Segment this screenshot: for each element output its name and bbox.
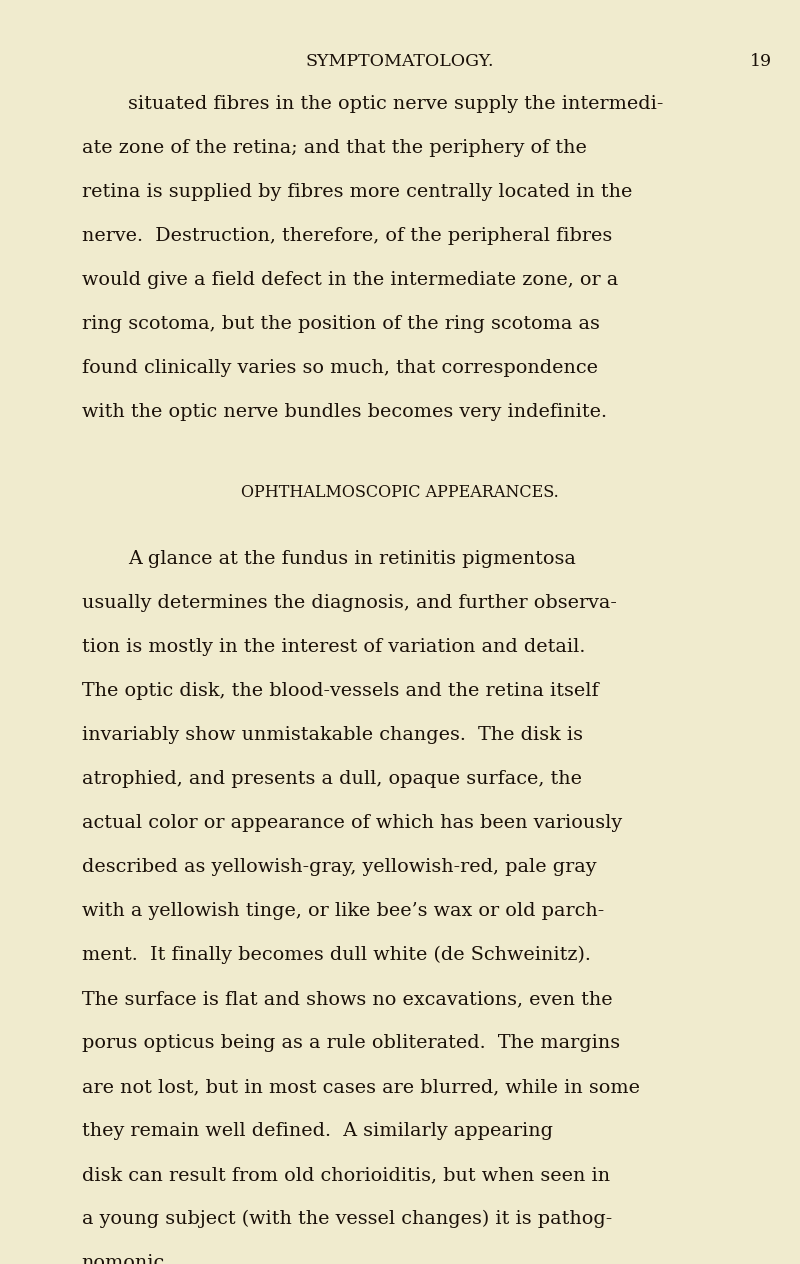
Text: A glance at the fundus in retinitis pigmentosa: A glance at the fundus in retinitis pigm… [128, 550, 576, 568]
Text: described as yellowish-gray, yellowish-red, pale gray: described as yellowish-gray, yellowish-r… [82, 858, 596, 876]
Text: situated fibres in the optic nerve supply the intermedi-: situated fibres in the optic nerve suppl… [128, 95, 663, 112]
Text: would give a field defect in the intermediate zone, or a: would give a field defect in the interme… [82, 270, 618, 288]
Text: 19: 19 [750, 53, 772, 70]
Text: nerve.  Destruction, therefore, of the peripheral fibres: nerve. Destruction, therefore, of the pe… [82, 226, 612, 245]
Text: invariably show unmistakable changes.  The disk is: invariably show unmistakable changes. Th… [82, 726, 582, 744]
Text: atrophied, and presents a dull, opaque surface, the: atrophied, and presents a dull, opaque s… [82, 770, 582, 787]
Text: ring scotoma, but the position of the ring scotoma as: ring scotoma, but the position of the ri… [82, 315, 599, 332]
Text: The optic disk, the blood-vessels and the retina itself: The optic disk, the blood-vessels and th… [82, 683, 598, 700]
Text: are not lost, but in most cases are blurred, while in some: are not lost, but in most cases are blur… [82, 1078, 640, 1096]
Text: SYMPTOMATOLOGY.: SYMPTOMATOLOGY. [306, 53, 494, 70]
Text: they remain well defined.  A similarly appearing: they remain well defined. A similarly ap… [82, 1122, 553, 1140]
Text: with the optic nerve bundles becomes very indefinite.: with the optic nerve bundles becomes ver… [82, 403, 606, 421]
Text: usually determines the diagnosis, and further observa-: usually determines the diagnosis, and fu… [82, 594, 617, 612]
Text: ment.  It finally becomes dull white (de Schweinitz).: ment. It finally becomes dull white (de … [82, 945, 590, 964]
Text: ate zone of the retina; and that the periphery of the: ate zone of the retina; and that the per… [82, 139, 586, 157]
Text: The surface is flat and shows no excavations, even the: The surface is flat and shows no excavat… [82, 990, 612, 1007]
Text: tion is mostly in the interest of variation and detail.: tion is mostly in the interest of variat… [82, 638, 585, 656]
Text: disk can result from old chorioiditis, but when seen in: disk can result from old chorioiditis, b… [82, 1165, 610, 1184]
Text: a young subject (with the vessel changes) it is pathog-: a young subject (with the vessel changes… [82, 1210, 612, 1229]
Text: found clinically varies so much, that correspondence: found clinically varies so much, that co… [82, 359, 598, 377]
Text: nomonic.: nomonic. [82, 1254, 171, 1264]
Text: retina is supplied by fibres more centrally located in the: retina is supplied by fibres more centra… [82, 183, 632, 201]
Text: porus opticus being as a rule obliterated.  The margins: porus opticus being as a rule obliterate… [82, 1034, 620, 1052]
Text: with a yellowish tinge, or like bee’s wax or old parch-: with a yellowish tinge, or like bee’s wa… [82, 902, 604, 920]
Text: OPHTHALMOSCOPIC APPEARANCES.: OPHTHALMOSCOPIC APPEARANCES. [241, 484, 559, 501]
Text: actual color or appearance of which has been variously: actual color or appearance of which has … [82, 814, 622, 832]
